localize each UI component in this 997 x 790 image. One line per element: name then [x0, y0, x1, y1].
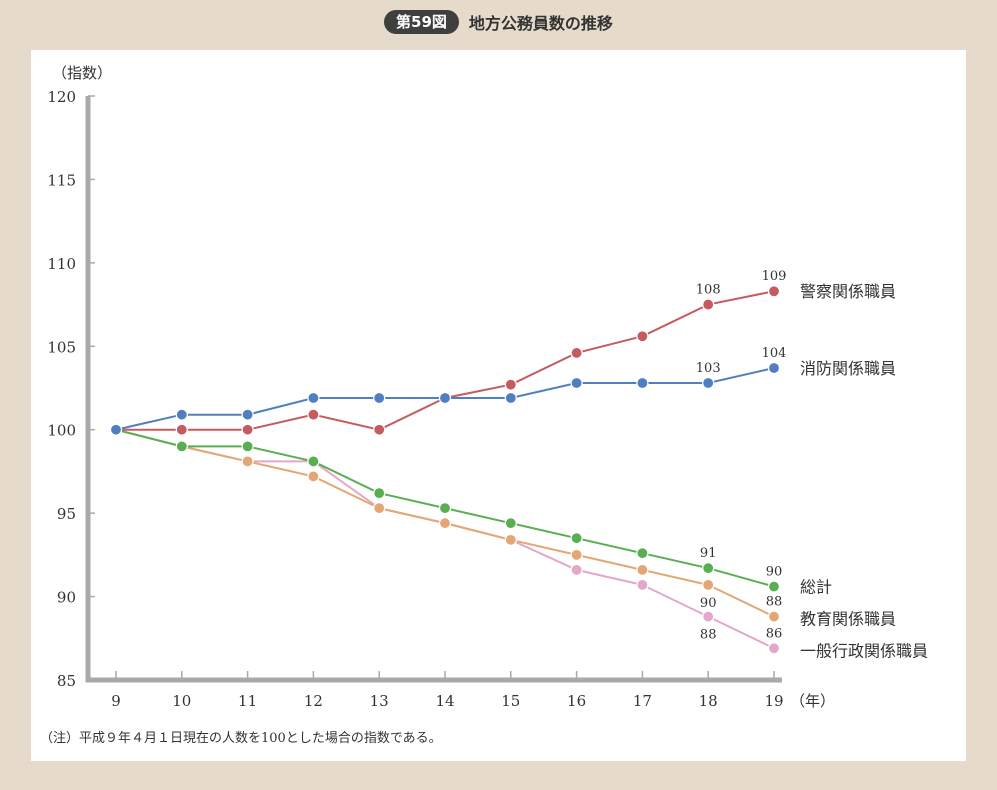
- data-point: [767, 285, 781, 298]
- x-tick-label: 9: [111, 692, 121, 710]
- data-value-label: 88: [700, 628, 717, 643]
- data-point: [241, 423, 254, 436]
- data-point: [504, 517, 517, 530]
- data-point: [307, 455, 320, 468]
- data-point: [504, 378, 517, 391]
- y-tick-label: 110: [47, 255, 76, 273]
- data-point: [570, 376, 583, 390]
- data-point: [438, 517, 452, 530]
- data-point: [636, 578, 649, 591]
- figure-title-bar: 第59図 地方公務員数の推移: [0, 10, 997, 34]
- series-line: [115, 428, 775, 650]
- data-value-label: 86: [766, 626, 783, 641]
- data-point: [438, 502, 452, 515]
- data-point: [702, 298, 715, 311]
- data-point: [636, 330, 649, 343]
- data-point: [373, 487, 386, 500]
- data-point: [175, 408, 188, 421]
- series-name-label: 警察関係職員: [800, 282, 896, 301]
- x-tick-label: 15: [501, 692, 520, 710]
- series-layer: [109, 285, 781, 655]
- x-tick-label: 12: [304, 692, 323, 710]
- x-axis-unit: （年）: [790, 692, 835, 710]
- x-tick-label: 14: [435, 692, 454, 710]
- y-tick-label: 100: [47, 422, 76, 440]
- data-point: [636, 547, 649, 560]
- data-point: [438, 391, 452, 405]
- data-point: [702, 376, 715, 390]
- x-tick-label: 13: [370, 692, 389, 710]
- series-name-label: 教育関係職員: [800, 610, 896, 629]
- data-point: [767, 580, 781, 593]
- data-point: [636, 376, 649, 390]
- figure-number-badge: 第59図: [384, 10, 459, 34]
- series-line: [116, 290, 775, 431]
- series-name-label: 一般行政関係職員: [800, 641, 928, 660]
- y-tick-label: 95: [57, 505, 76, 523]
- data-value-label: 90: [766, 565, 783, 580]
- data-point: [767, 610, 781, 623]
- data-point: [767, 361, 781, 375]
- y-tick-label: 105: [47, 338, 76, 356]
- y-tick-label: 120: [47, 88, 76, 106]
- data-point: [109, 423, 123, 436]
- data-point: [241, 408, 254, 421]
- data-point: [307, 391, 320, 405]
- figure-title: 地方公務員数の推移: [468, 14, 613, 33]
- data-point: [307, 470, 320, 483]
- data-value-label: 109: [762, 269, 787, 284]
- y-tick-label: 85: [57, 672, 76, 690]
- data-point: [373, 502, 386, 515]
- x-tick-label: 19: [764, 692, 783, 710]
- y-axis-title: （指数）: [52, 64, 112, 82]
- data-point: [307, 408, 320, 421]
- axes-layer: 85 90 95 100 105 110 115 120 （指数） 9 10 11 12 13 14 15 16…: [47, 64, 835, 710]
- data-value-label: 103: [696, 361, 721, 376]
- data-point: [504, 391, 517, 405]
- data-point: [175, 440, 188, 453]
- data-point: [702, 610, 715, 623]
- data-point: [702, 578, 715, 591]
- data-point: [636, 563, 649, 576]
- x-tick-label: 16: [567, 692, 586, 710]
- x-tick-label: 17: [633, 692, 652, 710]
- y-tick-label: 90: [57, 589, 76, 607]
- x-tick-label: 18: [699, 692, 718, 710]
- data-point: [373, 391, 386, 405]
- series-name-label: 総計: [800, 578, 832, 597]
- data-point: [241, 440, 254, 453]
- data-value-label: 91: [700, 546, 717, 561]
- data-point: [767, 642, 781, 655]
- data-point: [175, 423, 188, 436]
- y-tick-label: 115: [47, 171, 76, 189]
- footnote: （注）平成９年４月１日現在の人数を100とした場合の指数である。: [40, 731, 442, 746]
- data-value-label: 90: [700, 596, 717, 611]
- series-name-label: 消防関係職員: [800, 359, 896, 378]
- data-point: [570, 563, 583, 576]
- data-point: [373, 423, 386, 436]
- data-value-label: 88: [766, 595, 783, 610]
- x-tick-label: 11: [238, 692, 257, 710]
- data-point: [241, 455, 254, 468]
- data-point: [504, 533, 517, 546]
- data-point: [702, 562, 715, 575]
- chart-panel: [31, 50, 966, 761]
- data-value-label: 108: [696, 283, 721, 298]
- data-point: [570, 532, 583, 545]
- data-point: [570, 346, 583, 360]
- x-tick-label: 10: [172, 692, 191, 710]
- data-point: [570, 548, 583, 561]
- data-value-label: 104: [762, 346, 787, 361]
